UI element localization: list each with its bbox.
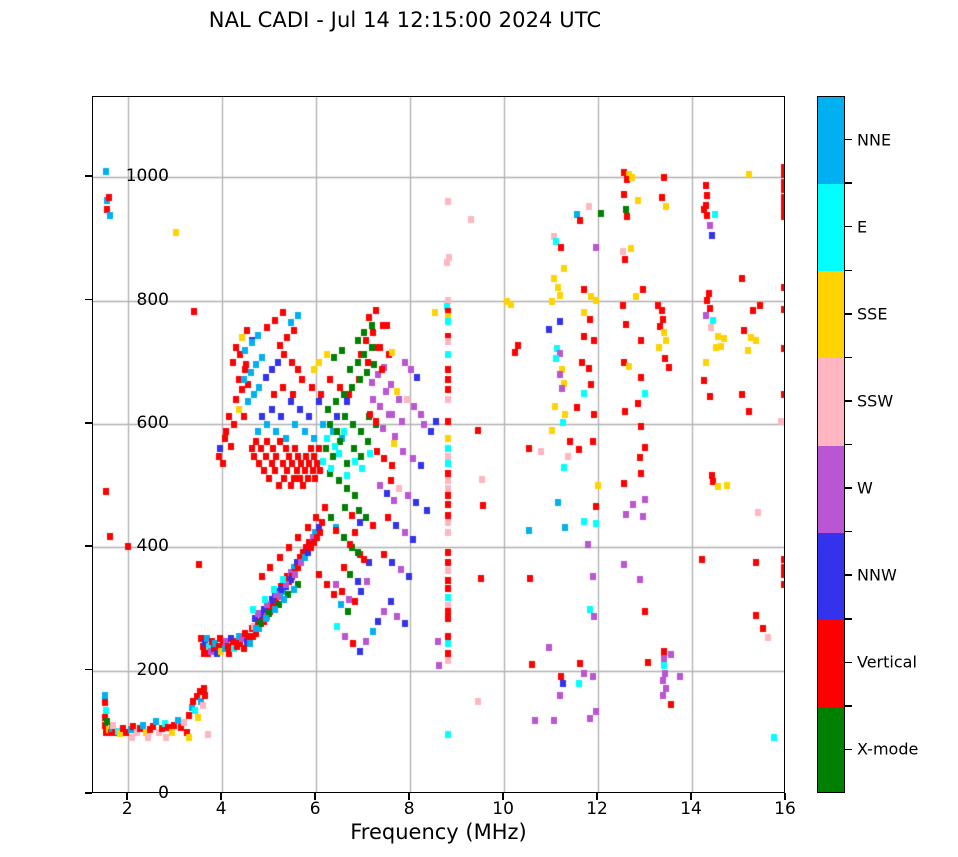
x-tick-mark	[126, 793, 129, 800]
colorbar-boundary-tick	[845, 443, 852, 446]
colorbar-tick-mark	[845, 138, 852, 141]
colorbar-boundary-tick	[845, 356, 852, 359]
x-tick-mark	[502, 793, 504, 800]
colorbar-tick-mark	[845, 400, 852, 402]
colorbar-segment	[818, 445, 844, 533]
colorbar-boundary-tick	[845, 530, 852, 533]
colorbar-segment	[818, 271, 844, 359]
y-tick-label: 400	[136, 536, 169, 557]
y-tick-mark	[85, 545, 92, 548]
colorbar-segment	[818, 184, 844, 272]
x-axis-label: Frequency (MHz)	[350, 820, 527, 844]
colorbar-tick-mark	[845, 313, 852, 315]
colorbar-tick-mark	[845, 225, 852, 228]
colorbar-label: Vertical	[857, 652, 917, 672]
y-tick-label: 1000	[125, 166, 169, 187]
x-tick-label: 8	[403, 799, 415, 819]
x-tick-mark	[314, 793, 316, 800]
chart-title: NAL CADI - Jul 14 12:15:00 2024 UTC	[208, 8, 602, 32]
plot-canvas-wrap	[93, 97, 784, 792]
colorbar-label: NNW	[857, 565, 897, 585]
colorbar	[817, 96, 845, 793]
y-tick-label: 0	[158, 783, 169, 803]
x-tick-label: 2	[121, 799, 133, 819]
colorbar-segment	[818, 532, 844, 620]
y-tick-mark	[85, 298, 92, 301]
data-points-layer	[93, 97, 784, 792]
x-tick-label: 6	[309, 799, 321, 819]
colorbar-boundary-tick	[845, 618, 852, 620]
x-tick-mark	[596, 793, 598, 800]
colorbar-boundary-tick	[845, 705, 852, 707]
colorbar-segment	[818, 358, 844, 446]
colorbar-label: NNE	[857, 130, 892, 150]
x-tick-label: 12	[586, 799, 608, 819]
x-tick-mark	[690, 793, 692, 800]
plot-area	[92, 96, 785, 793]
y-tick-label: 200	[136, 659, 169, 680]
colorbar-label: E	[857, 217, 868, 237]
x-tick-mark	[408, 793, 410, 800]
colorbar-label: SSE	[857, 304, 888, 324]
y-tick-mark	[85, 792, 92, 794]
colorbar-tick-mark	[845, 574, 852, 576]
colorbar-tick-mark	[845, 748, 852, 751]
x-tick-label: 16	[774, 799, 796, 819]
x-tick-mark	[220, 793, 222, 800]
y-tick-mark	[85, 175, 92, 177]
colorbar-segment	[818, 97, 844, 185]
y-tick-mark	[85, 422, 92, 424]
colorbar-boundary-tick	[845, 182, 852, 184]
y-tick-label: 800	[136, 289, 169, 310]
colorbar-boundary-tick	[845, 269, 852, 271]
y-tick-mark	[85, 668, 92, 671]
x-tick-label: 4	[215, 799, 227, 819]
colorbar-label: X-mode	[857, 739, 919, 759]
x-tick-mark	[784, 793, 786, 800]
colorbar-tick-mark	[845, 487, 852, 489]
colorbar-label: SSW	[857, 391, 894, 411]
y-tick-label: 600	[136, 412, 169, 433]
colorbar-segment	[818, 706, 844, 792]
x-tick-label: 14	[680, 799, 702, 819]
colorbar-segment	[818, 619, 844, 707]
colorbar-label: W	[857, 478, 873, 498]
x-tick-label: 10	[492, 799, 514, 819]
colorbar-tick-mark	[845, 661, 852, 664]
